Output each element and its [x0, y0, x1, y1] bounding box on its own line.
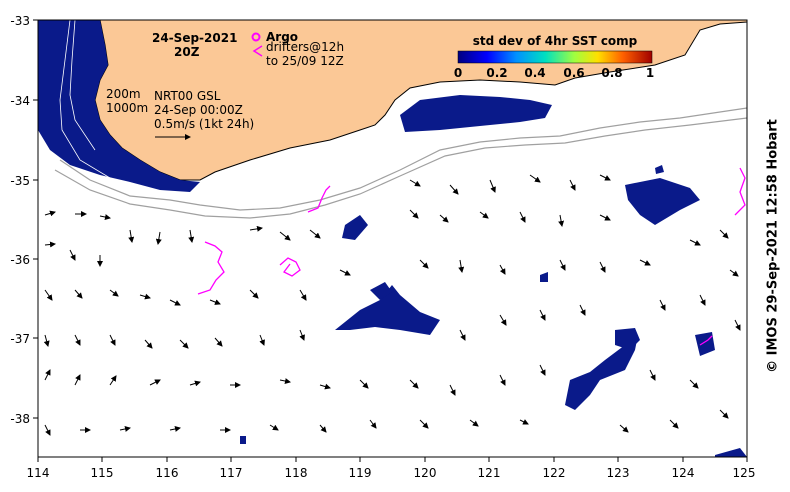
time-label: 20Z	[174, 45, 200, 59]
x-tick-8: 122	[543, 466, 566, 480]
model-time-label: 24-Sep 00:00Z	[154, 103, 243, 117]
x-tick-labels: 114 115 116 117 118 119 120 121 122 123 …	[27, 466, 756, 480]
x-tick-2: 116	[156, 466, 179, 480]
isobath-label-200m: 200m	[106, 87, 141, 101]
y-tick-1: -34	[10, 94, 30, 108]
x-tick-3: 117	[220, 466, 243, 480]
tick-marks	[33, 19, 748, 462]
model-label: NRT00 GSL	[154, 89, 221, 103]
y-tick-5: -38	[10, 412, 30, 426]
colorbar-tick-2: 0.4	[524, 66, 545, 80]
stddev-patches	[240, 165, 747, 457]
drifters-label: drifters@12h	[266, 40, 344, 54]
colorbar-tick-5: 1	[646, 66, 654, 80]
scale-label: 0.5m/s (1kt 24h)	[154, 117, 254, 131]
x-tick-11: 125	[733, 466, 756, 480]
y-tick-3: -36	[10, 253, 30, 267]
x-tick-10: 124	[672, 466, 695, 480]
current-vectors	[43, 174, 741, 436]
drifter-legend: Argo drifters@12h to 25/09 12Z	[251, 30, 344, 68]
colorbar-gradient	[457, 50, 653, 64]
isobaths-lines	[54, 107, 747, 219]
date-label: 24-Sep-2021	[152, 31, 237, 45]
x-tick-4: 118	[285, 466, 308, 480]
x-tick-0: 114	[27, 466, 50, 480]
colorbar-tick-1: 0.2	[486, 66, 507, 80]
drifters-sub-label: to 25/09 12Z	[266, 54, 344, 68]
credit-strip: © IMOS 29-Sep-2021 12:58 Hobart	[762, 0, 784, 492]
y-tick-0: -33	[10, 14, 30, 28]
credit-text: © IMOS 29-Sep-2021 12:58 Hobart	[765, 119, 781, 373]
x-tick-7: 121	[478, 466, 501, 480]
plot-border	[37, 19, 748, 458]
argo-marker-icon	[251, 32, 261, 42]
x-tick-6: 120	[414, 466, 437, 480]
isobath-shelf-lines	[59, 20, 171, 195]
y-tick-labels: -33 -34 -35 -36 -37 -38	[10, 14, 30, 426]
shelf-stddev-south	[400, 95, 552, 132]
colorbar-tick-0: 0	[454, 66, 462, 80]
y-tick-2: -35	[10, 174, 30, 188]
drifter-tracks	[197, 167, 746, 346]
colorbar-tick-4: 0.8	[601, 66, 622, 80]
x-tick-9: 123	[607, 466, 630, 480]
isobath-label-1000m: 1000m	[106, 101, 148, 115]
colorbar-title: std dev of 4hr SST comp	[473, 34, 638, 48]
x-tick-5: 119	[349, 466, 372, 480]
shelf-stddev-west	[38, 20, 200, 192]
argo-label: Argo	[266, 30, 298, 44]
colorbar-tick-3: 0.6	[563, 66, 584, 80]
y-tick-4: -37	[10, 332, 30, 346]
colorbar: std dev of 4hr SST comp 0 0.2 0.4 0.6 0.…	[454, 34, 654, 80]
x-tick-1: 115	[91, 466, 114, 480]
drifter-marker-icon	[252, 45, 263, 57]
